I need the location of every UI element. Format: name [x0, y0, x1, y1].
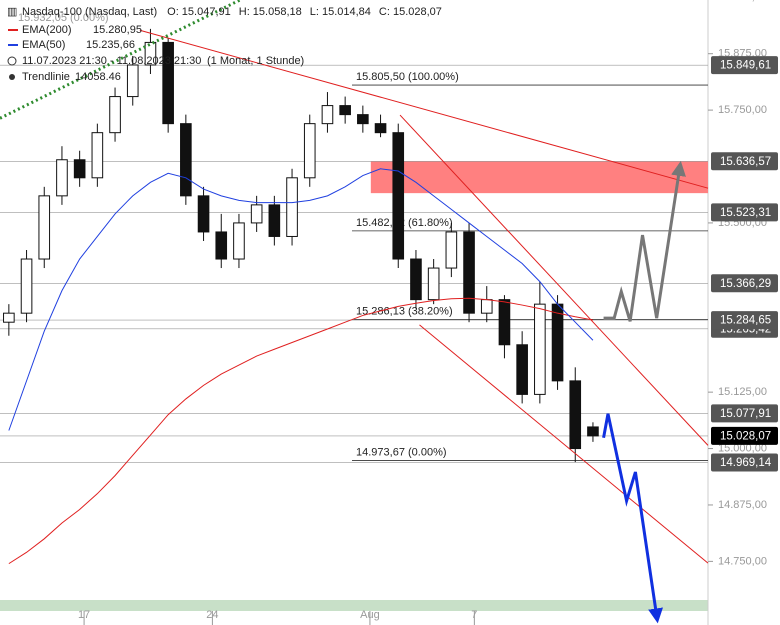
candle-body: [233, 222, 245, 260]
price-badge-label: 14.969,14: [720, 457, 772, 469]
ohlc-value: C: 15.028,07: [379, 6, 442, 18]
legend-value: 15.280,95: [93, 24, 142, 36]
fib-label: 15.805,50 (100.00%): [356, 71, 459, 83]
trendline: [399, 114, 709, 446]
x-tick-label: 17: [78, 609, 90, 621]
y-tick-label: 14.750,00: [718, 555, 767, 567]
y-tick-label: 15.125,00: [718, 386, 767, 398]
price-badge: [711, 311, 778, 330]
candle-body: [162, 41, 174, 125]
period: 11.07.2023 21:30 - 11.08.2023 21:30: [22, 55, 201, 67]
legend-entry: EMA(200): [22, 24, 72, 36]
y-tick-label: 16.000,00: [718, 0, 767, 3]
price-badge: [711, 274, 778, 293]
candle-body: [126, 64, 139, 98]
trendline-value: 14058.46: [75, 71, 121, 83]
price-badge-label: 15.284,65: [720, 315, 771, 327]
price-badge: [711, 203, 778, 222]
price-badge-label: 15.077,91: [720, 408, 771, 420]
candle-body: [303, 123, 316, 179]
zone: [370, 161, 708, 194]
trend-icon: [9, 74, 15, 80]
plot: 15.805,50 (100.00%) 15.482,42 (61.80%) 15.…: [0, 0, 709, 624]
candle-body: [498, 299, 511, 346]
candle-body: [321, 105, 334, 125]
bottom-band: [0, 600, 708, 611]
x-tick-label: 7: [471, 609, 477, 621]
price-badge-label: 15.523,31: [720, 207, 771, 219]
ohlc-value: H: 15.058,18: [239, 6, 302, 18]
trendline-name: Trendlinie: [22, 71, 70, 83]
candle-body: [569, 380, 582, 450]
price-badge-label: 15.849,61: [720, 60, 771, 72]
candle-body: [551, 303, 564, 382]
candle-body: [427, 267, 440, 301]
trendline: [603, 160, 686, 322]
price-badge: [711, 426, 778, 445]
y-tick-label: 15.000,00: [718, 442, 767, 454]
candle-body: [534, 303, 546, 395]
legend-value: 15.235,66: [86, 39, 135, 51]
x-tick-label: Aug: [360, 609, 380, 621]
candle-body: [357, 114, 369, 125]
ema-line: [8, 297, 594, 565]
candle-body: [215, 231, 228, 260]
period-note: (1 Monat, 1 Stunde): [207, 55, 304, 67]
price-badge-label: 15.028,07: [720, 430, 771, 442]
candle-body: [587, 426, 599, 437]
price-badge-label: 15.636,57: [720, 156, 771, 168]
candle-body: [516, 344, 528, 395]
candle-body: [410, 258, 422, 301]
legend: 15.932,05 (0.00%) ▥ Nasdaq-100 (Nasdaq, …: [7, 6, 442, 83]
fib-label: 15.286,13 (38.20%): [356, 305, 453, 317]
candle-body: [180, 123, 192, 197]
candle-body: [286, 177, 298, 237]
candle-body: [38, 195, 51, 260]
candle-body: [339, 105, 351, 116]
hidden-label: 15.932,05 (0.00%): [18, 12, 109, 24]
candle-body: [3, 312, 15, 323]
candle-body: [56, 159, 68, 197]
candle-body: [463, 231, 475, 314]
candle-body: [374, 123, 387, 134]
plot-area: [0, 0, 708, 625]
candle-body: [392, 132, 405, 260]
price-badge: [711, 56, 778, 75]
ema-line: [8, 168, 594, 431]
y-tick-label: 15.750,00: [718, 104, 767, 116]
candle-body: [197, 195, 210, 233]
chart-title: Nasdaq-100 (Nasdaq, Last): [22, 6, 157, 18]
candle-body: [91, 132, 104, 179]
candle-body: [268, 204, 281, 237]
candle-body: [109, 96, 121, 134]
price-badge: [711, 152, 778, 171]
candle-body: [20, 258, 33, 314]
trendline: [602, 413, 663, 624]
trendline: [139, 29, 709, 189]
x-tick-label: 24: [206, 609, 218, 621]
price-badge: [711, 453, 778, 472]
trendline: [419, 324, 709, 564]
fib-label: 14.973,67 (0.00%): [356, 446, 447, 458]
y-tick-label: 14.875,00: [718, 499, 767, 511]
price-badge-label: 15.366,29: [720, 278, 771, 290]
icon: ▥: [7, 6, 17, 18]
price-badge: [711, 404, 778, 423]
legend-entry: EMA(50): [22, 39, 65, 51]
candle-body: [250, 204, 263, 224]
candle-body: [480, 299, 493, 314]
ohlc-value: L: 15.014,84: [310, 6, 371, 18]
candle-body: [144, 41, 157, 66]
ohlc-value: O: 15.047,91: [167, 6, 231, 18]
fib-label: 15.482,42 (61.80%): [356, 217, 453, 229]
candle-body: [73, 159, 86, 179]
clock-icon: [7, 56, 17, 66]
candle-body: [445, 231, 458, 269]
